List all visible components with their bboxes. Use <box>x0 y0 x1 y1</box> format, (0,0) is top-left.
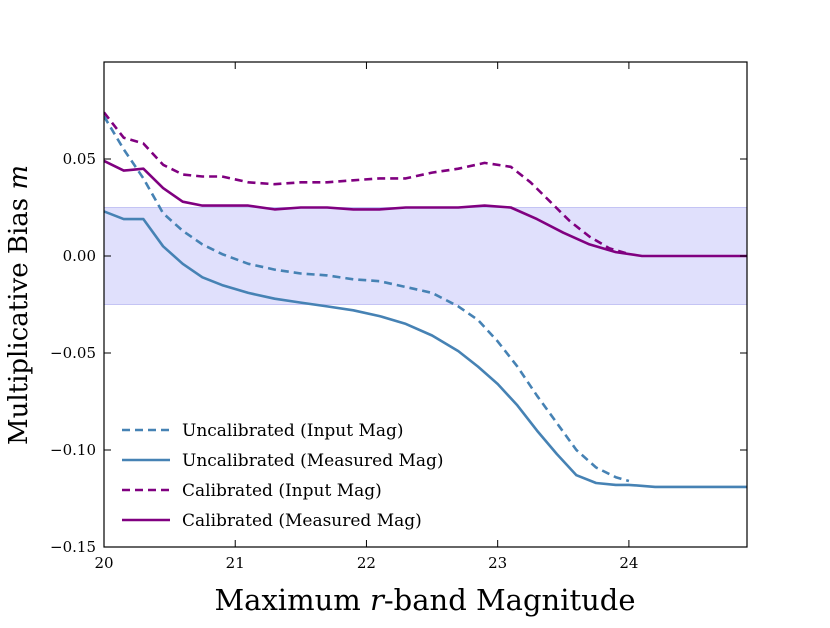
series-line-1 <box>104 210 747 489</box>
x-axis-title-prefix: Maximum <box>214 583 370 617</box>
plot-frame <box>103 61 748 548</box>
x-tick-label: 21 <box>226 554 245 572</box>
x-tick-label: 22 <box>357 554 376 572</box>
legend-label-3: Calibrated (Measured Mag) <box>182 511 422 531</box>
series-line-2 <box>104 111 630 256</box>
legend: Uncalibrated (Input Mag) Uncalibrated (Me… <box>122 421 444 531</box>
x-tick-label: 24 <box>619 554 638 572</box>
x-tick-label: 20 <box>94 554 113 572</box>
legend-label-2: Calibrated (Input Mag) <box>182 481 382 501</box>
y-tick-label: −0.10 <box>50 441 96 459</box>
axes-layer <box>103 61 748 548</box>
x-axis-title: Maximum r-band Magnitude <box>214 583 635 617</box>
x-axis-title-suffix: -band Magnitude <box>384 583 636 617</box>
y-axis-title-var: m <box>4 165 34 190</box>
lines-layer <box>104 111 747 489</box>
y-axis-title-prefix: Multiplicative Bias <box>4 190 34 445</box>
x-axis-title-var: r <box>370 583 386 617</box>
y-tick-label: −0.15 <box>50 538 96 556</box>
legend-label-0: Uncalibrated (Input Mag) <box>182 421 404 441</box>
series-line-3 <box>104 159 747 258</box>
y-tick-label: 0.00 <box>63 247 96 265</box>
ticks-layer: 20 21 22 23 24 −0.15 −0.10 −0.05 0.00 0.05 <box>50 62 747 572</box>
legend-label-1: Uncalibrated (Measured Mag) <box>182 451 444 471</box>
y-tick-label: −0.05 <box>50 344 96 362</box>
y-axis-title: Multiplicative Bias m <box>4 165 34 445</box>
x-tick-label: 23 <box>488 554 507 572</box>
y-tick-label: 0.05 <box>63 150 96 168</box>
